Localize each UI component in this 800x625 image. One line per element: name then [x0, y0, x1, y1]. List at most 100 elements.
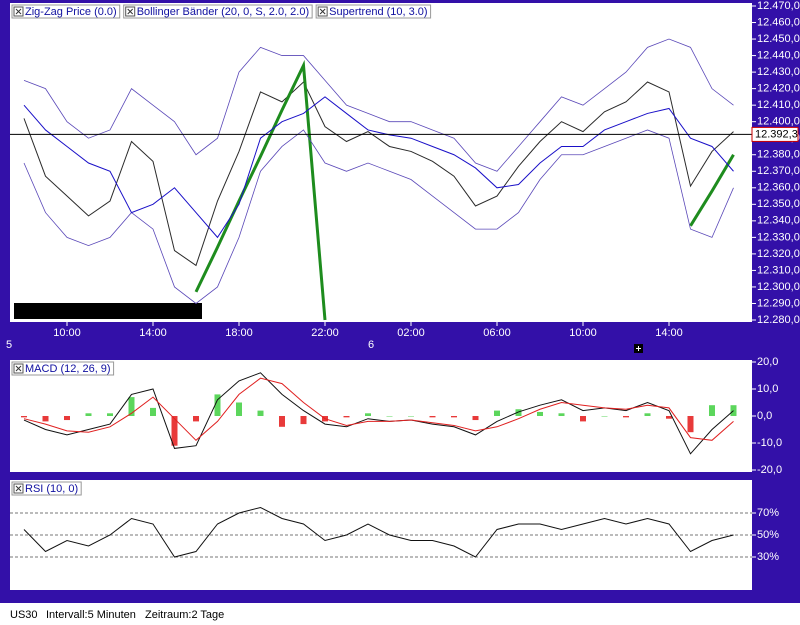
- y-tick-label: 12.320,0: [757, 248, 800, 260]
- histogram-bar: [42, 416, 49, 422]
- x-tick-label: 14:00: [655, 327, 683, 339]
- y-tick-label: 12.440,0: [757, 49, 800, 61]
- series-line: [23, 377, 734, 441]
- expand-icon: [636, 346, 641, 351]
- legend-check: [127, 8, 134, 15]
- y-tick-label: 30%: [757, 551, 779, 563]
- histogram-bar: [537, 411, 543, 416]
- y-tick-label: 12.330,0: [757, 231, 800, 243]
- price-panel: [10, 3, 752, 322]
- y-tick-label: 0,0: [757, 410, 772, 422]
- histogram-bar: [558, 413, 565, 416]
- y-tick-label: 12.300,0: [757, 281, 800, 293]
- histogram-bar: [236, 402, 242, 416]
- histogram-bar: [644, 413, 651, 416]
- histogram-bar: [85, 413, 92, 416]
- interval: Intervall:5 Minuten: [46, 609, 136, 621]
- histogram-bar: [300, 416, 307, 425]
- y-tick-label: 12.460,0: [757, 16, 800, 28]
- legend-check: [15, 485, 22, 492]
- band-upper: [23, 38, 734, 172]
- histogram-bar: [64, 416, 70, 421]
- range: Zeitraum:2 Tage: [145, 609, 224, 621]
- y-tick-label: 12.450,0: [757, 33, 800, 45]
- x-tick-label: 22:00: [311, 327, 339, 339]
- legend-label: RSI (10, 0): [25, 483, 78, 495]
- series-line: [23, 372, 734, 455]
- histogram-bar: [472, 416, 479, 421]
- histogram-bar: [365, 413, 371, 416]
- histogram-bar: [709, 405, 715, 416]
- histogram-bar: [150, 407, 156, 416]
- histogram-bar: [623, 416, 629, 418]
- series-line: [23, 506, 734, 558]
- overlay-bar: [14, 303, 202, 319]
- histogram-bar: [214, 394, 221, 416]
- histogram-bar: [21, 416, 27, 418]
- y-tick-label: 12.350,0: [757, 198, 800, 210]
- histogram-bar: [494, 410, 500, 416]
- y-tick-label: 12.420,0: [757, 83, 800, 95]
- histogram-bar: [128, 397, 135, 416]
- histogram-bar: [451, 416, 457, 418]
- legend-chip: [123, 4, 313, 19]
- y-tick-label: -20,0: [757, 464, 782, 476]
- x-tick-label: 06:00: [483, 327, 511, 339]
- histogram-bar: [515, 409, 522, 416]
- histogram-bar: [193, 416, 199, 422]
- series-line: [23, 96, 734, 239]
- y-tick-label: 12.430,0: [757, 66, 800, 78]
- day-label: 5: [6, 339, 12, 351]
- x-tick-label: 10:00: [53, 327, 81, 339]
- legend-check: [319, 8, 326, 15]
- legend-chip: [11, 481, 82, 496]
- x-tick-label: 14:00: [139, 327, 167, 339]
- macd-panel: [10, 360, 752, 472]
- legend-label: MACD (12, 26, 9): [25, 363, 111, 375]
- y-tick-label: 12.360,0: [757, 182, 800, 194]
- y-tick-label: 12.380,0: [757, 149, 800, 161]
- y-tick-label: 12.310,0: [757, 264, 800, 276]
- legend-chip: [315, 4, 432, 19]
- last-price-label: 12.392,3: [755, 128, 798, 140]
- y-tick-label: 12.280,0: [757, 314, 800, 326]
- histogram-bar: [666, 416, 672, 419]
- y-tick-label: 12.290,0: [757, 297, 800, 309]
- x-tick-label: 02:00: [397, 327, 425, 339]
- histogram-bar: [408, 416, 414, 417]
- legend-chip: [11, 4, 121, 19]
- histogram-bar: [687, 416, 694, 433]
- histogram-bar: [257, 410, 264, 416]
- legend-chip: [11, 361, 115, 376]
- y-tick-label: 12.410,0: [757, 99, 800, 111]
- last-price-box: [751, 126, 799, 142]
- x-tick-label: 18:00: [225, 327, 253, 339]
- y-tick-label: 20,0: [757, 356, 778, 368]
- band-lower: [23, 129, 734, 304]
- y-tick-label: 12.470,0: [757, 0, 800, 12]
- legend-check: [15, 365, 22, 372]
- x-tick-label: 10:00: [569, 327, 597, 339]
- y-tick-label: 50%: [757, 529, 779, 541]
- y-tick-label: 70%: [757, 507, 779, 519]
- series-line: [194, 59, 735, 321]
- y-tick-label: -10,0: [757, 437, 782, 449]
- series-line: [23, 81, 734, 267]
- histogram-bar: [429, 416, 436, 418]
- y-tick-label: 10,0: [757, 383, 778, 395]
- legend-label: Supertrend (10, 3.0): [329, 6, 427, 18]
- legend-check: [15, 8, 22, 15]
- histogram-bar: [343, 416, 350, 418]
- y-tick-label: 12.370,0: [757, 165, 800, 177]
- y-tick-label: 12.340,0: [757, 215, 800, 227]
- histogram-bar: [279, 416, 285, 427]
- y-tick-label: 12.400,0: [757, 116, 800, 128]
- histogram-bar: [580, 416, 586, 422]
- status-bar: [0, 603, 800, 625]
- legend-label: Bollinger Bänder (20, 0, S, 2.0, 2.0): [137, 6, 309, 18]
- histogram-bar: [171, 416, 178, 446]
- histogram-bar: [601, 416, 608, 417]
- histogram-bar: [107, 413, 113, 416]
- histogram-bar: [386, 416, 393, 417]
